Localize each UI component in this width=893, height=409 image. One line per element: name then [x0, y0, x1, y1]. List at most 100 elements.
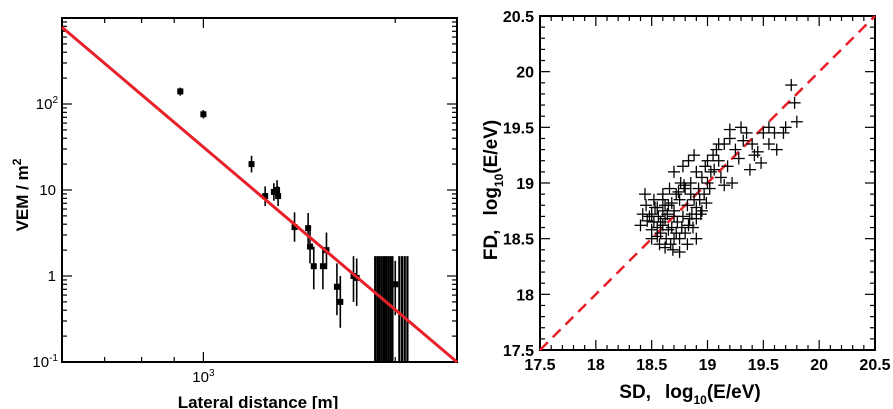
right-data-point	[686, 221, 699, 234]
right-data-point	[692, 182, 705, 195]
right-x-tick-label: 19.5	[748, 357, 779, 374]
right-data-point	[666, 243, 679, 256]
left-data-points	[177, 87, 409, 362]
right-axis-tick-labels: 17.5 18 18.5 19 19.5 20 20.5 17.5 18 18.5 19 19.5 20…	[503, 9, 891, 374]
right-data-point	[653, 238, 666, 251]
right-data-point	[704, 165, 717, 178]
right-data-point	[683, 212, 696, 225]
left-data-point	[274, 187, 281, 193]
right-data-point	[718, 179, 731, 192]
right-data-points	[634, 79, 803, 259]
right-data-point	[710, 143, 723, 156]
right-data-point	[746, 138, 759, 151]
right-data-point	[682, 154, 695, 167]
right-data-point	[670, 188, 683, 201]
right-data-point	[634, 219, 647, 232]
right-data-point	[701, 154, 714, 167]
left-data-point	[333, 283, 340, 290]
left-data-point	[262, 193, 269, 200]
right-data-point	[701, 177, 714, 189]
right-data-point	[676, 160, 689, 173]
right-data-point	[721, 160, 734, 173]
right-data-point	[762, 121, 775, 134]
left-data-point	[270, 188, 277, 195]
right-data-point	[712, 154, 725, 167]
right-data-point	[757, 126, 770, 139]
right-data-point	[729, 143, 742, 156]
right-data-point	[708, 163, 721, 176]
right-data-point	[726, 177, 739, 189]
right-x-tick-label: 18.5	[636, 357, 667, 374]
left-x-tick-label: 103	[192, 368, 215, 386]
right-data-point	[777, 126, 790, 139]
right-data-point	[654, 227, 667, 240]
right-data-point	[762, 138, 775, 151]
right-data-point	[788, 96, 801, 109]
right-data-point	[790, 115, 803, 128]
right-y-tick-label: 19.5	[503, 120, 534, 137]
right-data-point	[636, 208, 649, 221]
right-y-axis-label: FD,log10(E/eV)	[481, 120, 506, 260]
right-data-point	[659, 199, 672, 212]
right-data-point	[690, 165, 703, 178]
right-data-point	[737, 134, 750, 147]
right-y-tick-label: 19	[516, 176, 534, 193]
right-data-point	[694, 208, 707, 221]
right-x-tick-label: 19	[699, 357, 717, 374]
right-data-point	[675, 221, 688, 234]
right-data-point	[695, 171, 708, 184]
left-y-axis-label: VEM / m2	[10, 158, 32, 231]
right-data-point	[695, 204, 708, 217]
right-data-point	[672, 185, 685, 198]
left-y-tick-label: 1	[48, 268, 56, 285]
right-data-point	[735, 121, 747, 134]
right-panel-energy-correlation: 17.5 18 18.5 19 19.5 20 20.5 17.5 18 18.5 19 19.5 20…	[481, 9, 891, 407]
left-x-axis-label: Lateral distance [m]	[178, 393, 339, 409]
right-data-point	[670, 227, 683, 240]
right-data-point	[699, 160, 712, 173]
right-data-point	[707, 149, 720, 162]
right-data-point	[673, 232, 686, 245]
left-data-point	[392, 281, 399, 288]
right-data-point	[659, 241, 672, 254]
right-data-point	[703, 182, 716, 195]
left-data-point	[310, 263, 317, 270]
right-y-tick-label: 20.5	[503, 9, 534, 26]
right-data-point	[674, 177, 687, 189]
right-data-point	[714, 171, 727, 184]
right-data-point	[641, 214, 654, 227]
left-data-point	[305, 225, 312, 232]
right-x-tick-label: 18	[587, 357, 605, 374]
left-data-point	[275, 193, 282, 200]
left-y-tick-label: 10-1	[32, 353, 58, 371]
right-axis-ticks	[539, 15, 876, 351]
right-data-point	[652, 210, 665, 223]
right-data-point	[664, 238, 677, 251]
right-data-point	[690, 201, 703, 214]
right-data-point	[681, 199, 694, 212]
left-panel-lateral-distribution: 10-1 1 10 102 103 Lateral distance [m] VEM /…	[10, 17, 458, 409]
right-data-point	[668, 210, 680, 223]
right-data-point	[681, 238, 694, 251]
right-data-point	[662, 223, 675, 236]
right-data-point	[755, 156, 768, 169]
right-data-point	[684, 188, 697, 201]
right-y-tick-label: 18	[516, 287, 534, 304]
right-data-point	[665, 197, 678, 210]
left-data-point	[319, 263, 326, 270]
left-y-tick-label: 10	[39, 182, 56, 199]
left-data-point	[337, 298, 344, 305]
right-data-point	[751, 145, 764, 158]
right-data-point	[663, 182, 676, 195]
right-data-point	[770, 143, 783, 156]
left-axis-ticks	[61, 18, 457, 363]
left-data-point	[291, 224, 298, 231]
right-data-point	[698, 188, 711, 201]
right-data-point	[688, 149, 701, 162]
right-data-point	[743, 163, 756, 176]
right-data-point	[673, 193, 686, 206]
right-y-tick-label: 18.5	[503, 232, 534, 249]
right-data-point	[723, 123, 736, 136]
right-data-point	[678, 179, 691, 192]
right-x-axis-label: SD, log10(E/eV)	[619, 382, 760, 407]
